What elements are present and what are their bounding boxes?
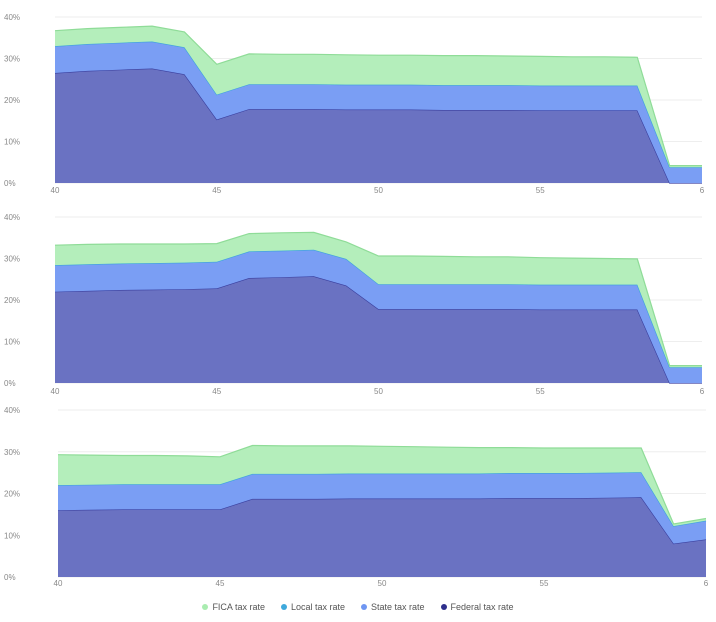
y-tick-label: 30% (4, 55, 20, 64)
legend-item-local[interactable]: Local tax rate (280, 602, 345, 612)
y-tick-label: 0% (4, 179, 16, 188)
legend-label-fica: FICA tax rate (212, 602, 265, 612)
legend-dot-federal-icon (440, 604, 447, 610)
x-tick-label: 40 (51, 186, 60, 195)
line-fica (54, 25, 702, 167)
y-tick-label: 40% (4, 406, 20, 415)
x-tick-label: 45 (216, 579, 225, 588)
legend-label-state: State tax rate (371, 602, 425, 612)
legend-dot-local-icon (280, 604, 287, 610)
x-tick-label: 55 (536, 186, 545, 195)
y-tick-label: 20% (4, 490, 20, 499)
y-tick-label: 0% (4, 379, 16, 388)
line-fica (54, 231, 702, 367)
legend-label-local: Local tax rate (290, 602, 345, 612)
x-tick-label: 55 (536, 387, 545, 396)
area-state (55, 249, 702, 383)
area-fica (58, 445, 706, 527)
x-tick-label: 40 (51, 387, 60, 396)
legend-dot-state-icon (361, 604, 367, 610)
y-tick-label: 40% (4, 13, 20, 22)
y-tick-label: 20% (4, 296, 20, 305)
legend-label-federal: Federal tax rate (450, 602, 514, 612)
y-tick-label: 10% (4, 138, 20, 147)
area-federal (58, 497, 706, 577)
legend: FICA tax rate Local tax rate State tax r… (0, 598, 716, 616)
y-tick-label: 30% (4, 448, 20, 457)
x-tick-label: 45 (212, 387, 221, 396)
y-tick-label: 40% (4, 213, 20, 222)
x-tick-label: 6 (704, 579, 709, 588)
chart-panel-1: 0% 10% 20% 30% 40% 40 45 50 55 6 (4, 13, 705, 195)
y-tick-label: 10% (4, 531, 20, 540)
legend-dot-fica-icon (202, 604, 209, 610)
legend-item-fica[interactable]: FICA tax rate (202, 602, 265, 612)
legend-item-state[interactable]: State tax rate (361, 602, 425, 612)
x-tick-label: 6 (700, 186, 705, 195)
area-federal (55, 276, 702, 383)
chart-panel-3: 0% 10% 20% 30% 40% 40 45 50 55 6 (4, 406, 709, 588)
area-fica (55, 232, 702, 368)
x-tick-label: 50 (374, 186, 383, 195)
y-tick-label: 10% (4, 338, 20, 347)
legend-item-federal[interactable]: Federal tax rate (440, 602, 514, 612)
chart-panel-2: 0% 10% 20% 30% 40% 40 45 50 55 6 (4, 213, 705, 396)
line-fica (57, 444, 707, 525)
y-tick-label: 30% (4, 255, 20, 264)
x-tick-label: 50 (374, 387, 383, 396)
area-federal (55, 68, 702, 183)
x-tick-label: 50 (378, 579, 387, 588)
x-tick-label: 45 (212, 186, 221, 195)
x-tick-label: 6 (700, 387, 705, 396)
area-fica (55, 26, 702, 168)
x-tick-label: 40 (54, 579, 63, 588)
y-tick-label: 0% (4, 573, 16, 582)
area-state (58, 472, 706, 544)
y-tick-label: 20% (4, 96, 20, 105)
x-tick-label: 55 (540, 579, 549, 588)
area-state (55, 41, 702, 183)
